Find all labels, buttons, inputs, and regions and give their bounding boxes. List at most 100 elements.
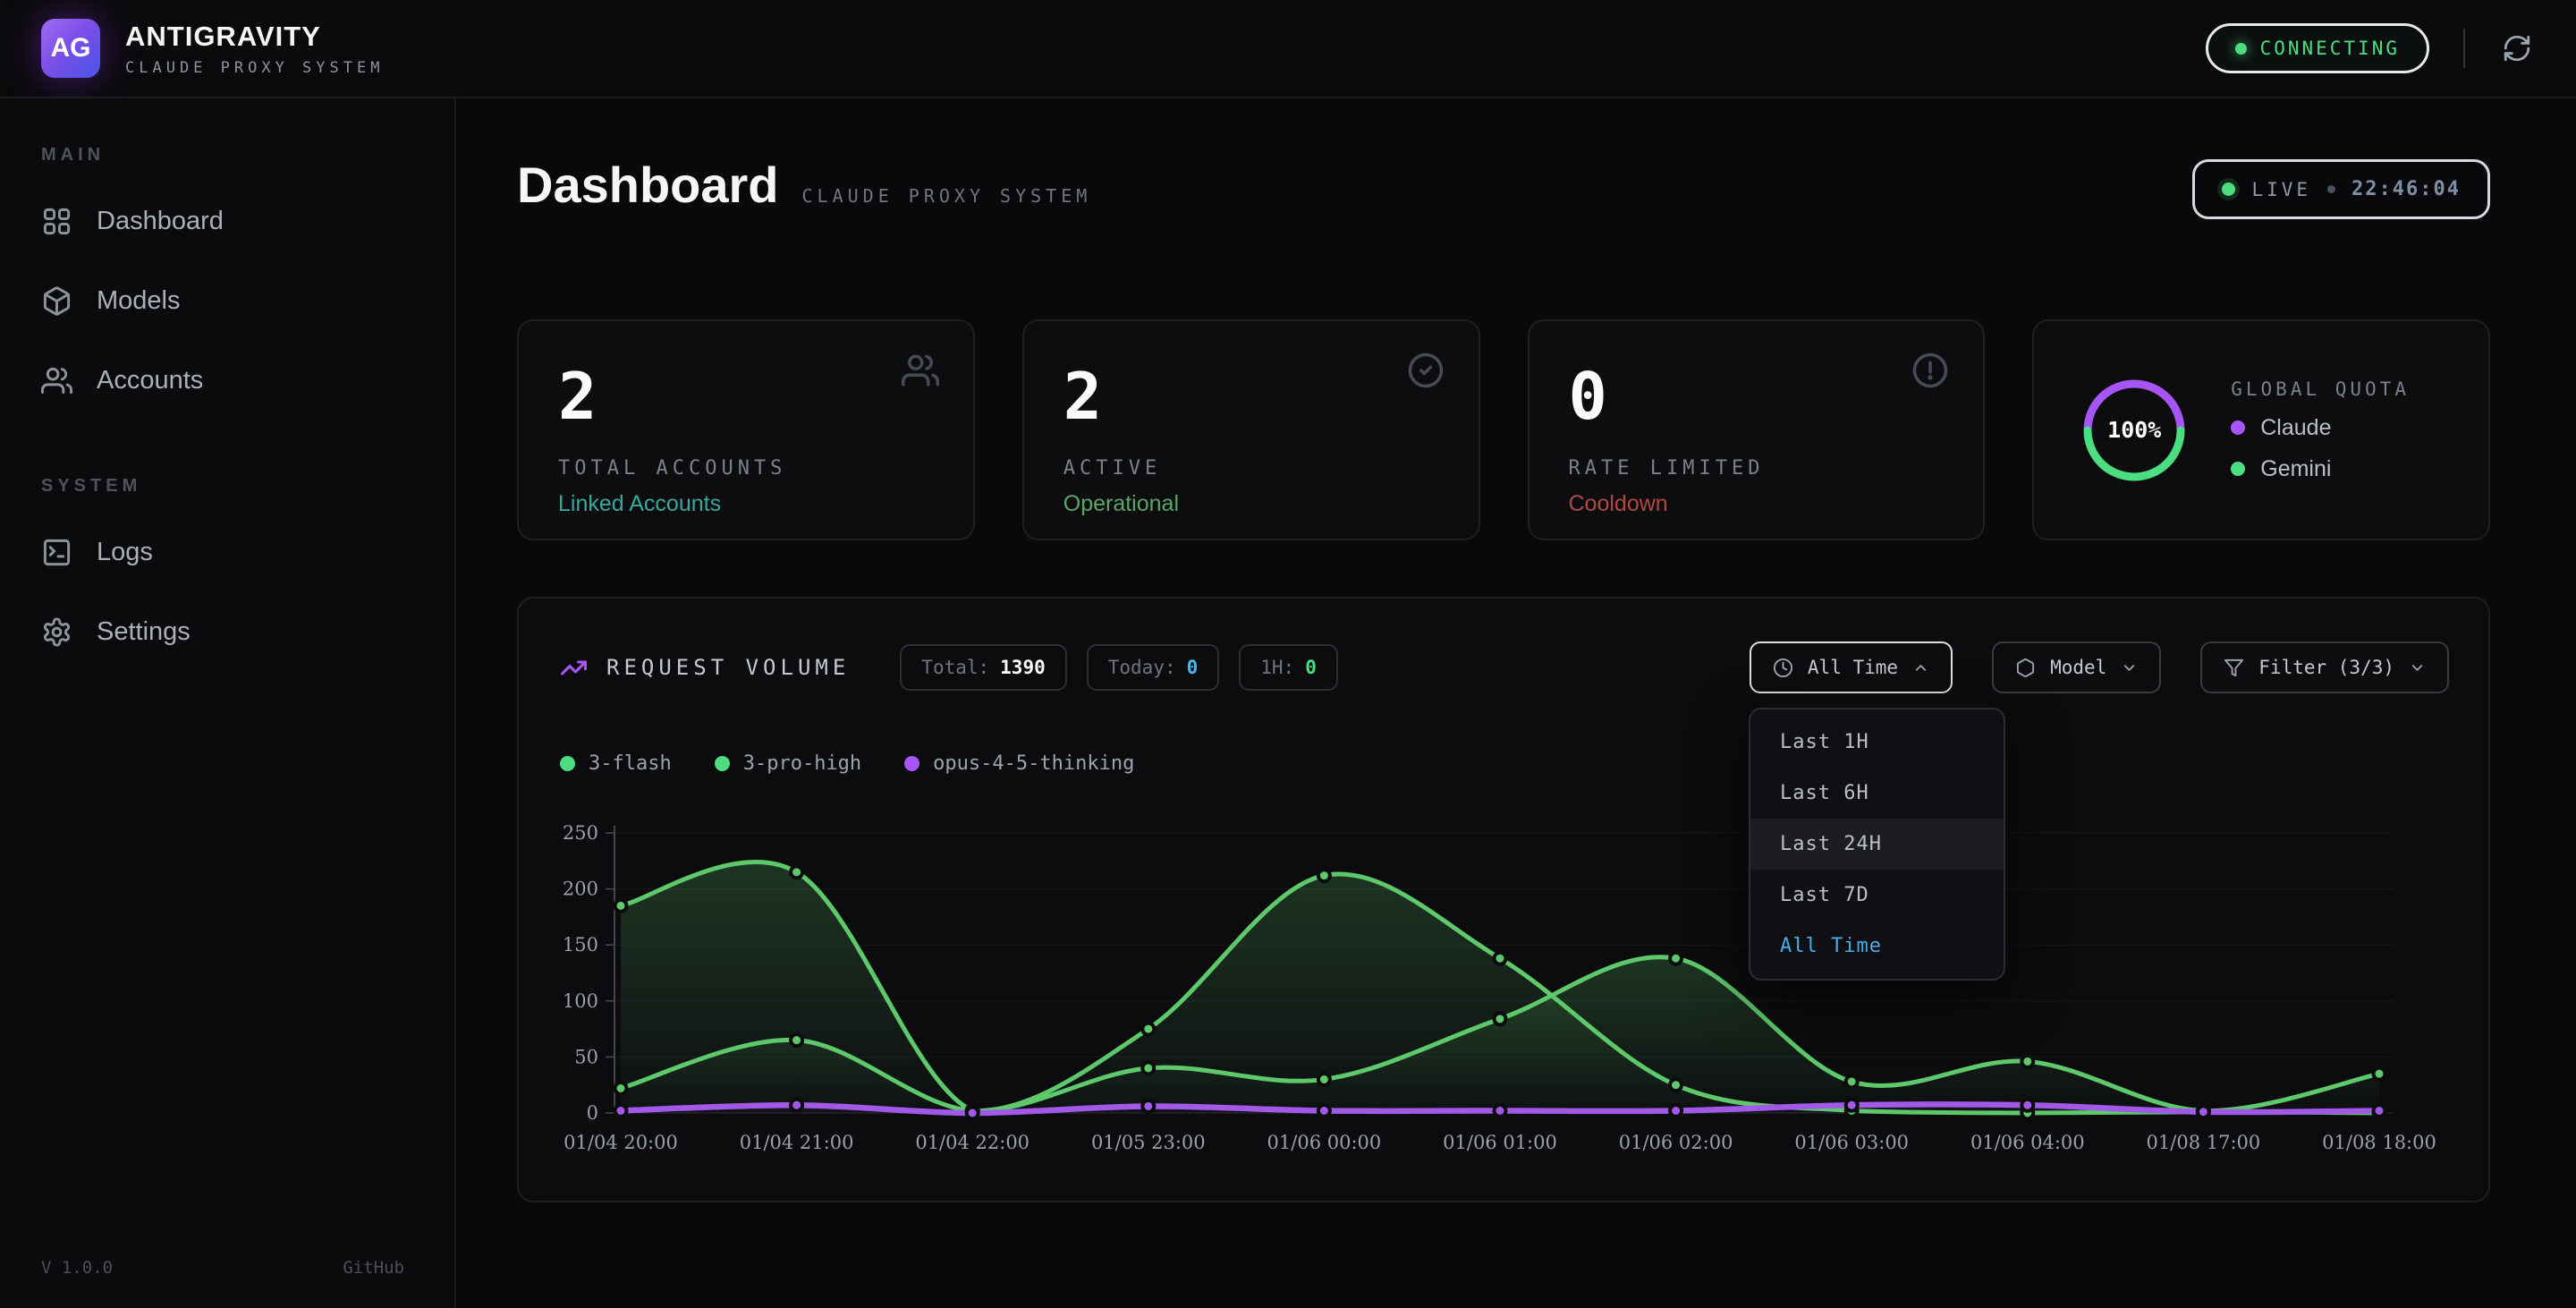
grid-icon	[41, 206, 72, 237]
stat-label: TOTAL ACCOUNTS	[558, 457, 934, 480]
legend-series-name: 3-pro-high	[743, 752, 861, 775]
brand: ANTIGRAVITY CLAUDE PROXY SYSTEM	[125, 21, 384, 77]
quota-ring-chart: 100%	[2079, 375, 2190, 486]
sidebar-item-models[interactable]: Models	[0, 261, 454, 341]
chart-point	[967, 1108, 979, 1119]
sidebar-item-settings[interactable]: Settings	[0, 592, 454, 672]
chart-point	[791, 866, 802, 878]
legend-series-name: opus-4-5-thinking	[933, 752, 1134, 775]
x-tick-label: 01/04 22:00	[915, 1132, 1030, 1153]
legend-series-name: 3-flash	[589, 752, 672, 775]
filter-dropdown-button[interactable]: Filter (3/3)	[2200, 641, 2449, 693]
menu-item-last-6h[interactable]: Last 6H	[1750, 768, 2004, 819]
chart-point	[615, 900, 627, 912]
chart-point	[1142, 1062, 1154, 1074]
sidebar-section-system: SYSTEM	[41, 476, 454, 497]
chart-point	[2021, 1056, 2033, 1067]
stat-sublabel: Operational	[1063, 491, 1439, 517]
menu-item-last-1h[interactable]: Last 1H	[1750, 717, 2004, 768]
y-tick-label: 200	[563, 879, 598, 900]
stat-value: 2	[558, 364, 934, 429]
x-tick-label: 01/05 23:00	[1091, 1132, 1206, 1153]
model-dropdown-button[interactable]: Model	[1992, 641, 2161, 693]
menu-item-all-time[interactable]: All Time	[1750, 921, 2004, 972]
request-volume-chart: 05010015020025001/04 20:0001/04 21:0001/…	[560, 810, 2456, 1168]
app-title: ANTIGRAVITY	[125, 21, 384, 53]
header-divider	[2463, 29, 2465, 68]
total-count-badge: Total: 1390	[900, 644, 1066, 691]
quota-item-gemini: Gemini	[2231, 456, 2410, 482]
request-volume-panel: REQUEST VOLUME Total: 1390 Today: 0 1H: …	[517, 597, 2490, 1202]
x-tick-label: 01/06 01:00	[1443, 1132, 1557, 1153]
x-tick-label: 01/06 02:00	[1619, 1132, 1733, 1153]
y-tick-label: 50	[574, 1046, 598, 1067]
chart-point	[2021, 1100, 2033, 1111]
stat-value: 2	[1063, 364, 1439, 429]
x-tick-label: 01/06 03:00	[1794, 1132, 1909, 1153]
legend-item[interactable]: opus-4-5-thinking	[904, 752, 1134, 775]
users-icon	[902, 352, 939, 394]
chart-point	[791, 1034, 802, 1046]
chart-title: REQUEST VOLUME	[606, 655, 850, 680]
trending-up-icon	[560, 654, 588, 682]
sidebar-item-dashboard[interactable]: Dashboard	[0, 182, 454, 261]
terminal-icon	[41, 537, 72, 568]
app-logo: AG	[41, 19, 100, 78]
claude-dot-icon	[2231, 420, 2245, 435]
stat-card-total-accounts: 2 TOTAL ACCOUNTS Linked Accounts	[517, 319, 975, 540]
chevron-up-icon	[1912, 659, 1929, 676]
sidebar-item-label: Dashboard	[97, 207, 224, 236]
page-subtitle: CLAUDE PROXY SYSTEM	[802, 185, 1092, 207]
stat-card-global-quota: 100% GLOBAL QUOTA Claude Gemini	[2032, 319, 2490, 540]
time-range-dropdown-button[interactable]: All Time	[1750, 641, 1953, 693]
y-tick-label: 250	[563, 822, 598, 844]
funnel-icon	[2224, 658, 2244, 678]
quota-percent: 100%	[2079, 375, 2190, 486]
chart-point	[1495, 1013, 1506, 1024]
chart-point	[1670, 1105, 1682, 1117]
stat-label: ACTIVE	[1063, 457, 1439, 480]
stat-card-active: 2 ACTIVE Operational	[1022, 319, 1480, 540]
x-tick-label: 01/06 04:00	[1970, 1132, 2085, 1153]
y-tick-label: 150	[563, 934, 598, 956]
live-dot-icon	[2222, 183, 2235, 196]
legend-item[interactable]: 3-flash	[560, 752, 672, 775]
main-content: Dashboard CLAUDE PROXY SYSTEM LIVE 22:46…	[456, 98, 2576, 1308]
app-version: V 1.0.0	[41, 1258, 113, 1278]
hour-count-badge: 1H: 0	[1239, 644, 1338, 691]
chart-point	[1142, 1100, 1154, 1112]
github-link[interactable]: GitHub	[343, 1258, 404, 1278]
quota-label: GLOBAL QUOTA	[2231, 378, 2410, 400]
refresh-button[interactable]	[2499, 30, 2535, 66]
stat-value: 0	[1569, 364, 1945, 429]
today-count-badge: Today: 0	[1087, 644, 1220, 691]
legend-dot-icon	[560, 756, 575, 771]
chart-point	[615, 1083, 627, 1094]
chart-point	[791, 1100, 802, 1111]
chart-point	[1495, 953, 1506, 964]
sidebar-item-label: Models	[97, 286, 181, 316]
page-title: Dashboard	[517, 156, 779, 214]
legend-item[interactable]: 3-pro-high	[715, 752, 861, 775]
quota-item-claude: Claude	[2231, 415, 2410, 441]
menu-item-last-24h[interactable]: Last 24H	[1750, 819, 2004, 870]
x-tick-label: 01/08 17:00	[2147, 1132, 2261, 1153]
chevron-down-icon	[2409, 659, 2426, 676]
x-tick-label: 01/04 20:00	[564, 1132, 678, 1153]
chart-point	[1846, 1100, 1858, 1111]
stat-label: RATE LIMITED	[1569, 457, 1945, 480]
total-count-value: 1390	[1000, 657, 1046, 678]
box-icon	[2015, 658, 2036, 678]
sidebar-item-accounts[interactable]: Accounts	[0, 341, 454, 420]
sidebar-section-main: MAIN	[41, 145, 454, 166]
connection-status-label: CONNECTING	[2260, 38, 2400, 59]
chart-point	[1318, 1105, 1330, 1117]
cube-icon	[41, 285, 72, 317]
separator-dot-icon	[2327, 185, 2335, 193]
chart-point	[1495, 1105, 1506, 1117]
chevron-down-icon	[2121, 659, 2138, 676]
sidebar-item-label: Accounts	[97, 366, 203, 395]
menu-item-last-7d[interactable]: Last 7D	[1750, 870, 2004, 921]
today-count-value: 0	[1187, 657, 1199, 678]
sidebar-item-logs[interactable]: Logs	[0, 513, 454, 592]
